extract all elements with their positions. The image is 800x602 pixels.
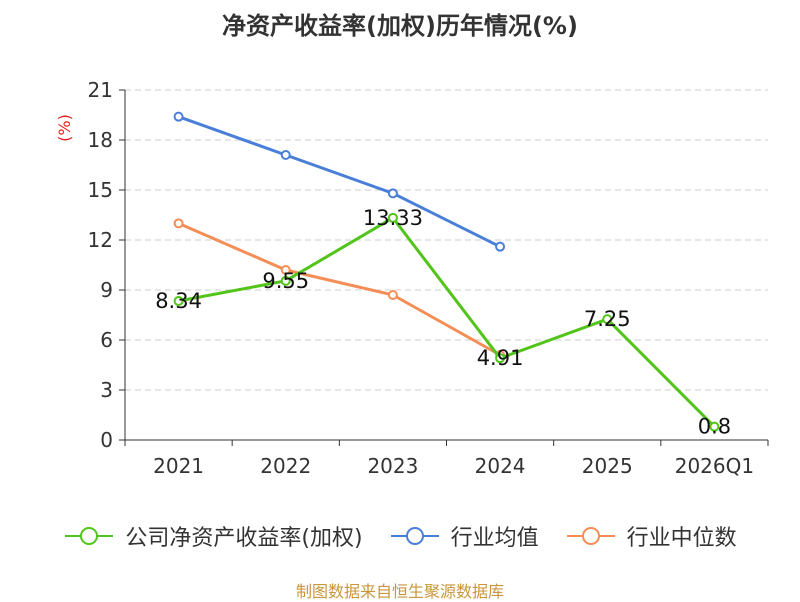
y-tick-label: 3 bbox=[100, 378, 113, 402]
x-tick-label: 2023 bbox=[367, 454, 418, 478]
y-tick-label: 9 bbox=[100, 278, 113, 302]
data-point bbox=[173, 218, 184, 229]
series-line-2 bbox=[177, 221, 501, 357]
series-line-0 bbox=[178, 216, 716, 428]
legend-item-industry-mean[interactable]: 行业均值 bbox=[389, 520, 539, 552]
y-tick-label: 21 bbox=[88, 78, 113, 102]
series-line-1 bbox=[178, 115, 501, 249]
data-source: 制图数据来自恒生聚源数据库 bbox=[295, 582, 504, 601]
data-point bbox=[495, 241, 506, 252]
data-point bbox=[173, 296, 184, 306]
legend-label-industry-median: 行业中位数 bbox=[626, 526, 737, 551]
y-tick-label: 15 bbox=[88, 178, 113, 202]
x-tick-label: 2024 bbox=[475, 454, 526, 478]
data-point bbox=[280, 265, 291, 275]
data-label: 0.8 bbox=[698, 415, 731, 439]
y-tick-label: 18 bbox=[88, 128, 113, 152]
data-point bbox=[280, 275, 291, 286]
chart-title: 净资产收益率(加权)历年情况(%) bbox=[222, 12, 578, 40]
legend-marker-industry-median bbox=[566, 527, 615, 545]
x-tick-label: 2022 bbox=[260, 454, 311, 478]
data-point bbox=[387, 188, 398, 199]
y-tick-label: 12 bbox=[88, 228, 113, 252]
y-axis-label: (%) bbox=[55, 114, 74, 142]
data-point bbox=[280, 150, 291, 160]
legend-item-industry-median[interactable]: 行业中位数 bbox=[565, 520, 737, 552]
data-point bbox=[709, 421, 720, 432]
data-point bbox=[387, 212, 398, 223]
x-tick-label: 2026Q1 bbox=[675, 454, 754, 478]
data-point bbox=[387, 290, 398, 300]
data-label: 9.55 bbox=[262, 269, 309, 293]
x-tick-label: 2025 bbox=[582, 454, 633, 478]
data-label: 4.91 bbox=[477, 346, 524, 370]
legend-marker-company bbox=[65, 527, 114, 545]
data-point bbox=[173, 111, 184, 122]
data-label: 13.33 bbox=[363, 206, 423, 230]
legend-label-company: 公司净资产收益率(加权) bbox=[125, 526, 363, 551]
data-label: 7.25 bbox=[584, 307, 631, 331]
data-point bbox=[495, 353, 506, 364]
data-label: 8.34 bbox=[155, 289, 202, 313]
y-tick-label: 0 bbox=[100, 428, 113, 452]
data-point bbox=[602, 314, 613, 325]
x-tick-label: 2021 bbox=[153, 454, 204, 478]
legend-label-industry-mean: 行业均值 bbox=[450, 526, 539, 551]
y-tick-label: 6 bbox=[100, 328, 113, 352]
legend-marker-industry-mean bbox=[390, 527, 439, 545]
legend-item-company[interactable]: 公司净资产收益率(加权) bbox=[63, 520, 363, 552]
legend: 公司净资产收益率(加权) 行业均值 行业中位数 bbox=[0, 520, 800, 552]
